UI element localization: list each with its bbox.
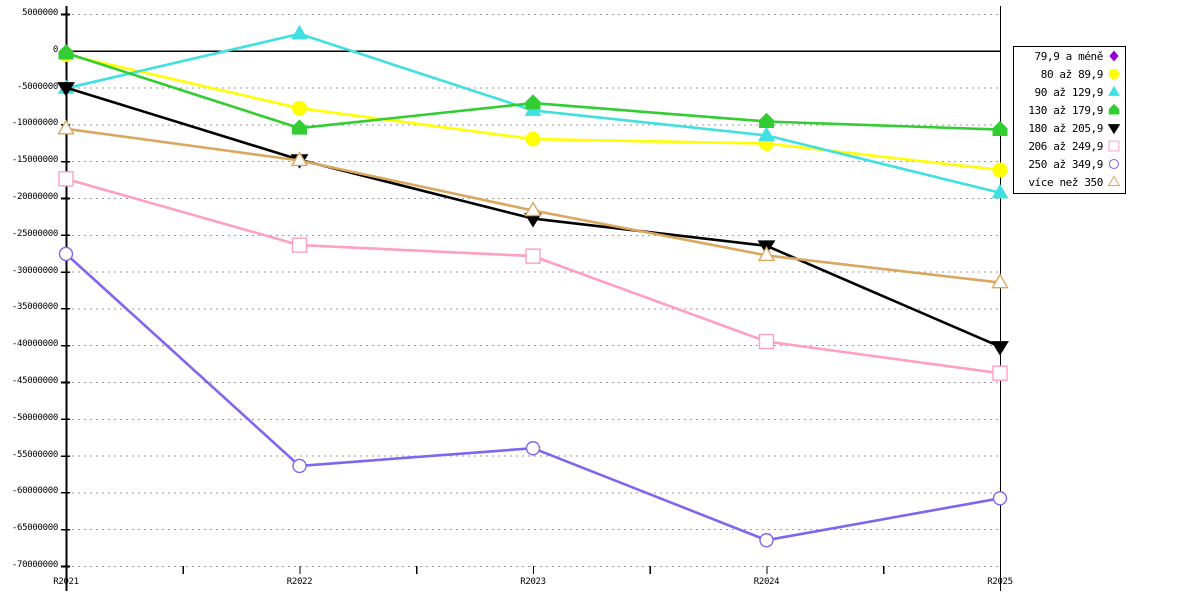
series-line <box>64 51 1002 131</box>
data-point-marker <box>992 162 1008 178</box>
data-point-marker <box>525 441 541 456</box>
data-point-marker <box>524 201 542 217</box>
triangle-up-open-marker-icon <box>1107 175 1121 186</box>
y-axis-tick-label: 5000000 <box>22 8 58 18</box>
y-axis-tick-label: -50000000 <box>11 412 58 423</box>
data-point-marker <box>1108 103 1120 115</box>
data-point-marker <box>291 237 308 253</box>
circle-marker-icon <box>1108 68 1120 80</box>
y-axis-tick-label: -70000000 <box>11 560 58 570</box>
series-line <box>64 252 1002 542</box>
data-point-marker <box>57 82 75 97</box>
data-point-marker <box>292 458 307 474</box>
legend-item[interactable]: 80 až 89,9 <box>1014 65 1125 83</box>
data-point-marker <box>992 491 1008 506</box>
data-point-marker <box>759 533 774 548</box>
y-axis-tick-label: -55000000 <box>11 449 58 460</box>
y-axis-tick-label: -40000000 <box>11 339 58 350</box>
data-point-marker <box>758 333 775 350</box>
data-point-marker <box>757 246 776 262</box>
legend-item[interactable]: 90 až 129,9 <box>1014 83 1125 101</box>
legend-item-label: 130 až 179,9 <box>1028 103 1103 117</box>
axes <box>61 6 1002 591</box>
x-axis-tick-label: R2025 <box>987 577 1013 587</box>
series-4 <box>57 82 1009 356</box>
y-axis-tick-label: -20000000 <box>11 192 58 202</box>
legend-item-label: 80 až 89,9 <box>1040 67 1104 81</box>
legend-item[interactable]: více než 350 <box>1014 173 1125 191</box>
data-point-marker <box>525 131 541 147</box>
circle-open-marker-icon <box>1108 158 1120 170</box>
legend-item-label: 180 až 205,9 <box>1028 121 1103 135</box>
data-point-marker <box>991 273 1009 289</box>
data-point-marker <box>292 100 307 116</box>
triangle-down-marker-icon <box>1107 124 1121 135</box>
data-point-marker <box>58 171 74 187</box>
data-point-marker <box>992 365 1008 381</box>
legend-item-label: 206 až 249,9 <box>1028 139 1103 153</box>
data-point-marker <box>525 248 541 264</box>
legend: 79,9 a méně 80 až 89,9 90 až 129,9 130 až 1… <box>1013 46 1126 194</box>
data-point-marker <box>992 120 1008 137</box>
x-axis-tick-label: R2021 <box>53 577 79 587</box>
legend-item[interactable]: 79,9 a méně <box>1014 47 1125 65</box>
x-axis-tick-label: R2024 <box>753 577 780 587</box>
series-3 <box>58 44 1008 137</box>
y-axis-tick-label: -60000000 <box>11 486 58 497</box>
y-axis-tick-label: -30000000 <box>11 265 58 276</box>
y-axis-tick-label: -25000000 <box>11 228 58 239</box>
y-axis-tick-label: -10000000 <box>11 118 58 129</box>
legend-item[interactable]: 130 až 179,9 <box>1014 101 1125 119</box>
y-axis-tick-label: -15000000 <box>11 155 58 166</box>
data-point-marker <box>1107 175 1121 186</box>
series-5 <box>58 171 1008 381</box>
data-point-marker <box>292 119 307 135</box>
x-axis-tick-label: R2023 <box>520 577 546 587</box>
data-point-marker <box>57 119 75 135</box>
pentagon-marker-icon <box>1108 103 1120 115</box>
data-point-marker <box>758 126 775 141</box>
y-axis-tick-label: -5000000 <box>17 81 58 92</box>
legend-item-label: 90 až 129,9 <box>1034 85 1104 99</box>
data-point-marker <box>1109 50 1119 62</box>
data-point-marker <box>58 246 74 262</box>
x-axis-tick-label: R2022 <box>286 577 313 587</box>
square-marker-icon <box>1108 140 1120 152</box>
data-point-marker <box>1107 124 1121 135</box>
y-axis-tick-label: -45000000 <box>11 376 58 386</box>
y-axis-tick-label: -35000000 <box>11 302 58 313</box>
data-point-marker <box>290 151 309 167</box>
legend-item-label: 250 až 349,9 <box>1028 157 1103 171</box>
data-point-marker <box>1108 140 1120 152</box>
legend-item[interactable]: 250 až 349,9 <box>1014 155 1125 173</box>
diamond-marker-icon <box>1109 50 1119 62</box>
y-axis-tick-label: 0 <box>52 44 58 55</box>
legend-item[interactable]: 206 až 249,9 <box>1014 137 1125 155</box>
data-point-marker <box>58 44 74 60</box>
data-point-marker <box>991 341 1009 356</box>
y-axis-tick-label: -65000000 <box>11 523 58 534</box>
series-7 <box>57 119 1009 289</box>
legend-item-label: více než 350 <box>1028 175 1103 189</box>
legend-item[interactable]: 180 až 205,9 <box>1014 119 1125 137</box>
series-6 <box>58 246 1008 548</box>
data-point-marker <box>991 183 1009 199</box>
data-point-marker <box>1108 85 1120 96</box>
data-point-marker <box>759 112 774 128</box>
data-point-marker <box>1108 158 1120 170</box>
data-point-marker <box>291 24 308 40</box>
legend-item-label: 79,9 a méně <box>1034 49 1104 63</box>
data-point-marker <box>525 94 541 110</box>
triangle-up-marker-icon <box>1108 85 1120 96</box>
data-point-marker <box>1108 68 1120 80</box>
